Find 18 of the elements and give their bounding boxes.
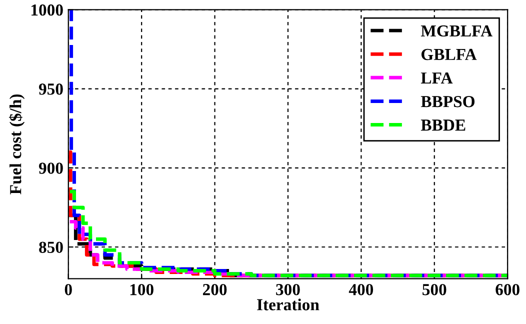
x-axis-title: Iteration — [257, 298, 320, 310]
legend-label: MGBLFA — [420, 25, 492, 37]
legend-label: GBLFA — [421, 48, 477, 60]
x-tick-label: 100 — [130, 284, 154, 296]
x-tick-label: 200 — [202, 284, 227, 296]
x-tick-label: 600 — [496, 284, 520, 296]
legend-label: BBPSO — [420, 96, 475, 108]
x-tick-label: 300 — [276, 284, 300, 296]
y-axis-title: Fuel cost ($/h) — [9, 94, 25, 194]
x-tick-label: 400 — [348, 284, 374, 296]
x-tick-label: 0 — [64, 284, 72, 296]
y-tick-label: 1000 — [32, 4, 63, 16]
y-tick-label: 900 — [38, 162, 63, 174]
y-tick-label: 950 — [38, 84, 63, 95]
x-tick-label: 500 — [422, 284, 446, 296]
legend-label: BBDE — [420, 120, 466, 131]
legend-label: LFA — [420, 72, 453, 84]
y-tick-label: 850 — [39, 242, 63, 253]
